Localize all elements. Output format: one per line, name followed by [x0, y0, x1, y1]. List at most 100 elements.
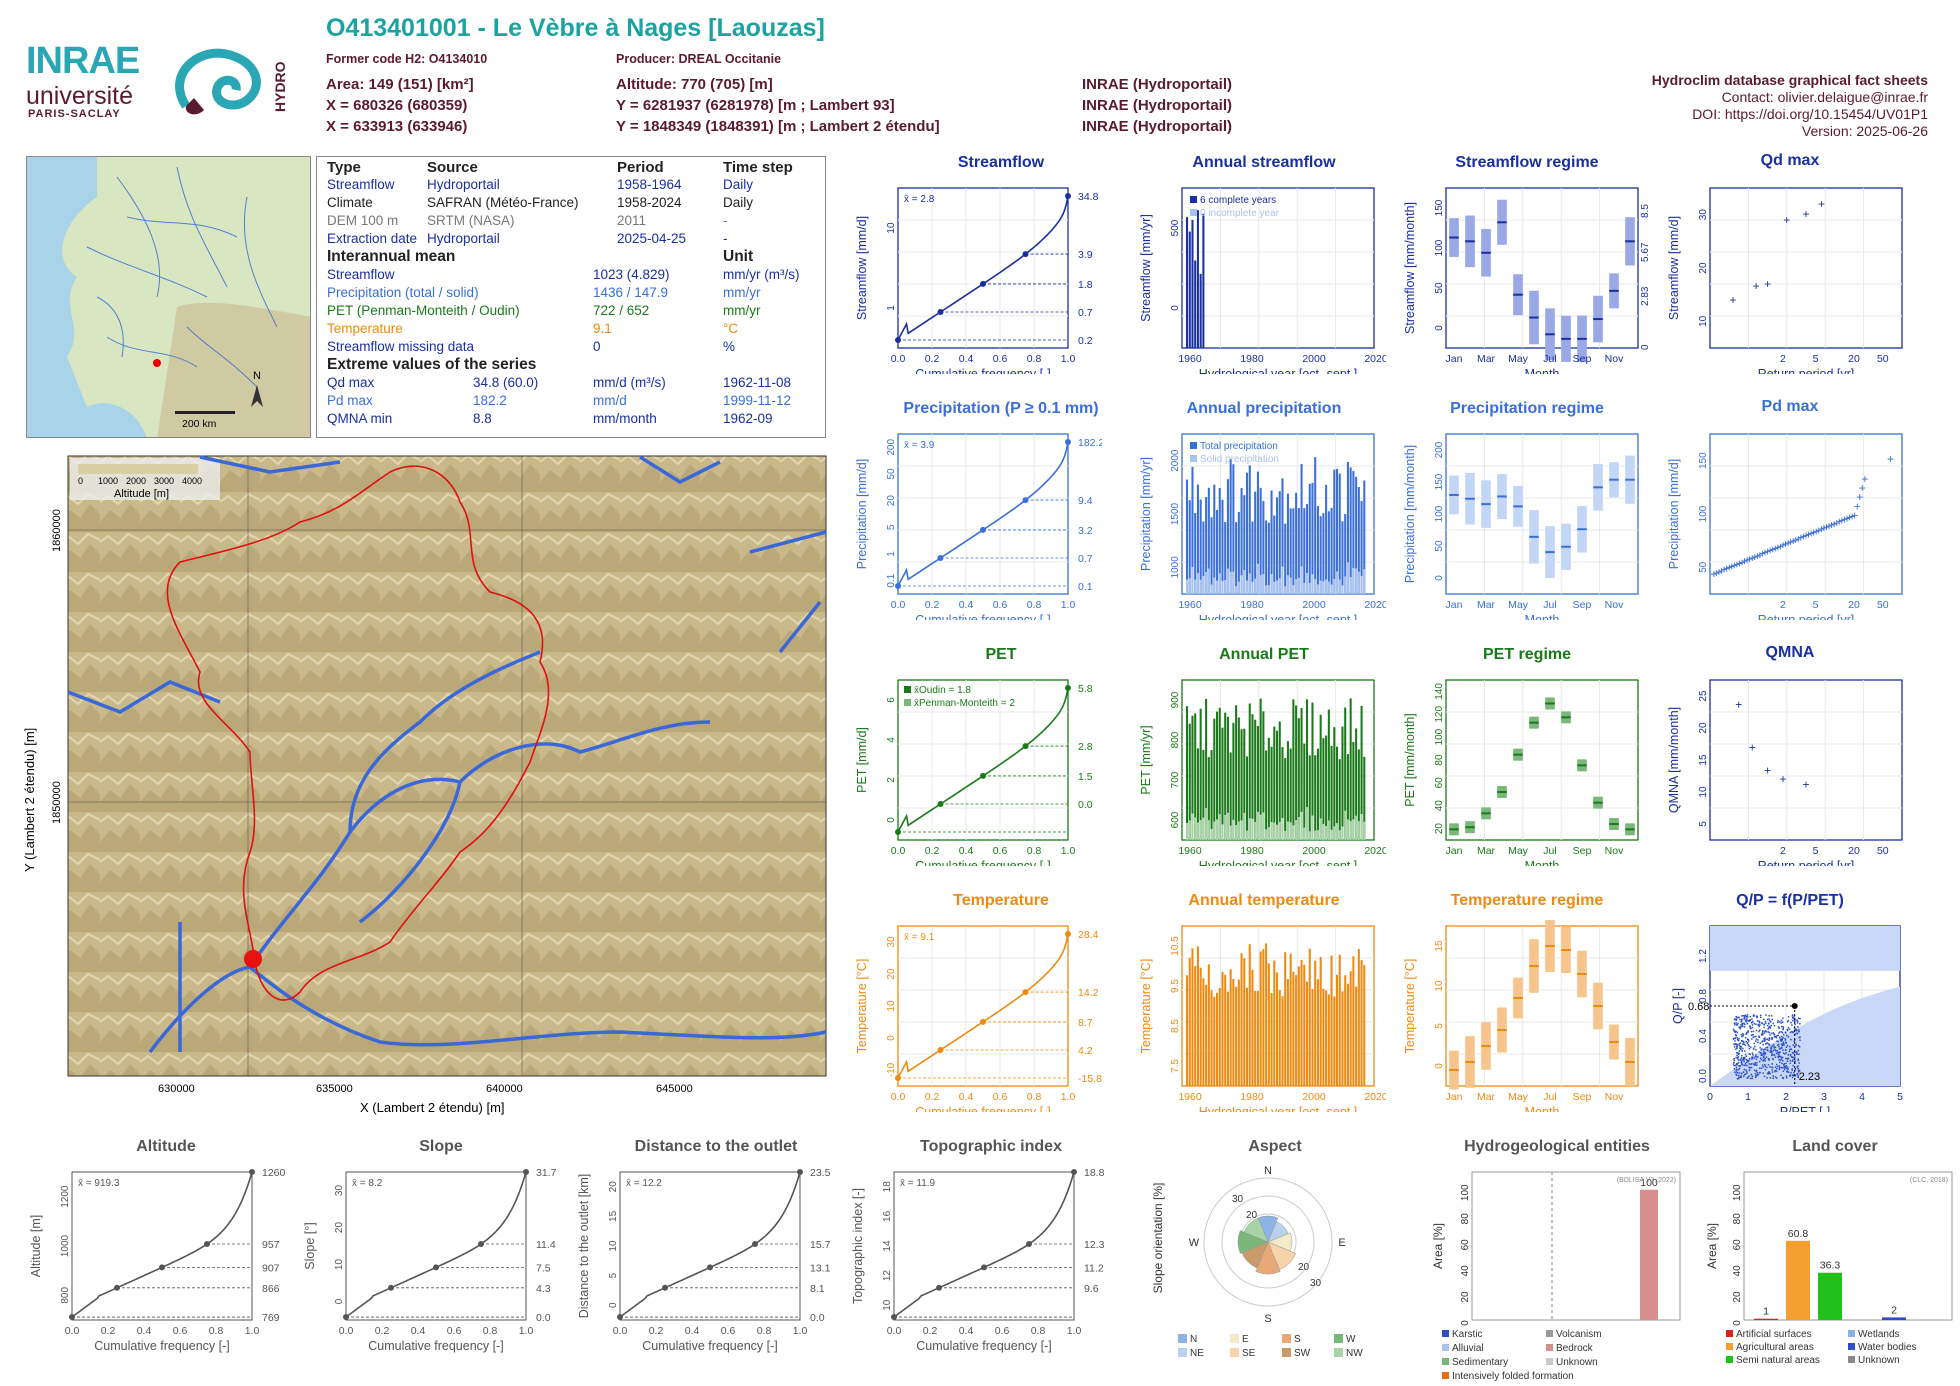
mean-value: 1436 / 147.9 — [593, 285, 669, 300]
info-source: SRTM (NASA) — [427, 213, 515, 228]
data-point — [1762, 1030, 1764, 1032]
x-tick: 0.0 — [887, 1325, 902, 1337]
data-point: + — [1753, 279, 1760, 293]
bar-secondary — [1243, 812, 1246, 840]
data-point — [1738, 1044, 1741, 1047]
data-point — [1784, 1031, 1787, 1034]
x-l2: X = 633913 (633946) — [326, 118, 468, 135]
data-point — [1795, 1051, 1798, 1053]
data-point — [1739, 1045, 1742, 1048]
legend-label: Intensively folded formation — [1452, 1371, 1574, 1382]
alt-tick: 2000 — [126, 476, 146, 486]
bar-secondary — [1213, 577, 1216, 594]
data-point — [1748, 1075, 1750, 1077]
data-point — [1744, 1053, 1747, 1056]
y-tick: 10 — [334, 1259, 345, 1271]
info-ts: Daily — [723, 177, 754, 192]
info-period: 1958-1964 — [617, 177, 682, 192]
data-point: + — [1841, 513, 1848, 527]
data-point — [1791, 1068, 1793, 1070]
bar-secondary — [1218, 814, 1221, 840]
bar — [1325, 990, 1328, 1086]
data-point — [1781, 1038, 1783, 1040]
x-tick: Mar — [1477, 353, 1496, 365]
y-tick: 0.4 — [1698, 1029, 1709, 1043]
bar-secondary — [1297, 816, 1300, 840]
data-point — [1768, 1023, 1770, 1025]
data-point — [1791, 1015, 1794, 1017]
data-point — [1750, 1066, 1753, 1069]
title-landcover: Land cover — [1792, 1138, 1878, 1155]
x-tick: 2 — [1780, 353, 1786, 365]
data-point — [1796, 1053, 1798, 1055]
alt-tick: 3000 — [154, 476, 174, 486]
data-point — [1768, 1018, 1770, 1020]
data-point — [1745, 1015, 1748, 1018]
bar — [1292, 508, 1295, 594]
data-point — [1796, 1020, 1799, 1022]
data-point — [1071, 1169, 1077, 1175]
plot-frame — [1709, 433, 1903, 595]
bar — [1286, 493, 1289, 594]
data-point — [1789, 1074, 1792, 1076]
data-point — [1741, 1025, 1743, 1027]
bar — [1292, 971, 1295, 1086]
x-tick: 1.0 — [245, 1325, 260, 1337]
data-point — [1783, 1044, 1785, 1046]
logo-universite: université — [26, 82, 133, 110]
page-title: O413401001 - Le Vèbre à Nages [Laouzas] — [326, 14, 825, 42]
data-point — [1751, 1024, 1754, 1026]
data-point — [1777, 1055, 1779, 1058]
data-point — [1745, 1040, 1747, 1043]
data-point — [1763, 1039, 1766, 1041]
bar — [1218, 988, 1221, 1086]
data-point — [1737, 1022, 1739, 1025]
bar — [1300, 708, 1303, 840]
bar — [1259, 698, 1262, 840]
bar — [1300, 959, 1303, 1086]
y-tick: 2 — [886, 777, 897, 783]
data-point — [1743, 1041, 1745, 1044]
data-point — [1780, 1066, 1783, 1069]
bar — [1210, 750, 1213, 840]
bar-secondary — [1207, 820, 1210, 840]
data-point — [1740, 1061, 1742, 1064]
y-tick: 10.5 — [1170, 936, 1181, 956]
data-point — [1794, 1033, 1797, 1035]
data-point — [1751, 1075, 1754, 1078]
info-box: Type Source Period Time step Streamflow … — [316, 156, 826, 438]
data-point — [1736, 1046, 1738, 1048]
bar-secondary — [1273, 822, 1276, 840]
data-point — [1743, 1064, 1745, 1066]
data-point — [1759, 1014, 1762, 1017]
x-tick: 3 — [1821, 1091, 1827, 1103]
data-point — [1751, 1038, 1753, 1040]
bar-secondary — [1352, 819, 1355, 840]
data-point — [797, 1169, 803, 1175]
data-point — [1789, 1048, 1792, 1050]
info-head-period: Period — [617, 159, 664, 176]
data-point — [1778, 1027, 1780, 1029]
data-point — [1755, 1054, 1757, 1056]
x-tick: 5 — [1813, 353, 1819, 365]
data-point — [1763, 1063, 1766, 1066]
bar — [1303, 964, 1306, 1086]
data-point — [1756, 1064, 1758, 1066]
x-tick: 0.4 — [685, 1325, 700, 1337]
x-tick: 0.8 — [757, 1325, 772, 1337]
y-tick: 0 — [334, 1298, 345, 1304]
data-point — [1736, 1054, 1738, 1057]
bar-secondary — [1327, 581, 1330, 594]
bar-secondary — [1256, 811, 1259, 840]
data-point — [1762, 1052, 1764, 1055]
data-point — [1757, 1039, 1759, 1041]
bar-secondary — [1265, 585, 1268, 594]
y-tick: 60 — [1732, 1239, 1743, 1251]
x-tick: 5 — [1813, 845, 1819, 857]
data-point — [1785, 1034, 1788, 1037]
legend-swatch — [904, 699, 911, 706]
data-point — [1746, 1064, 1748, 1067]
bar-secondary — [1186, 822, 1189, 840]
